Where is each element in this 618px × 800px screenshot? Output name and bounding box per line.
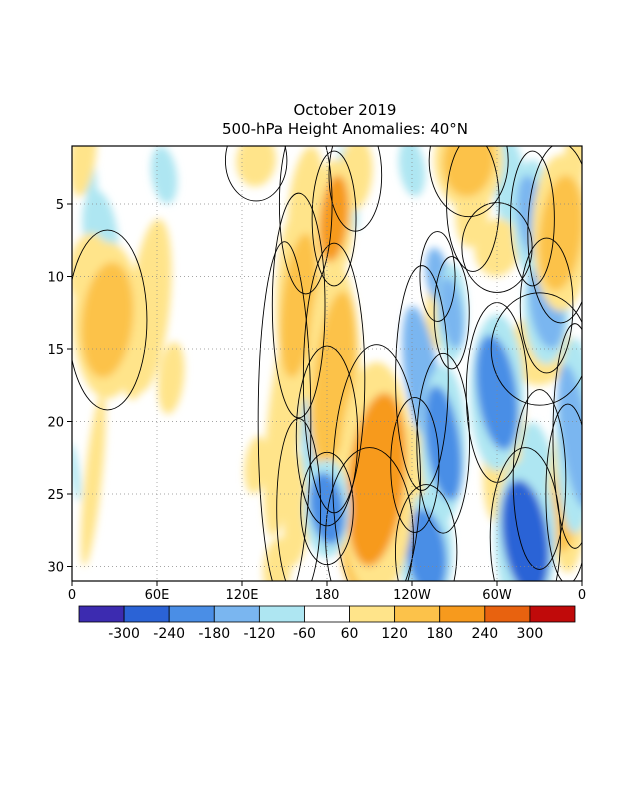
colorbar-swatch [258, 605, 305, 623]
anomaly-cell [475, 334, 519, 451]
x-tick-label: 0 [578, 588, 586, 603]
anomaly-cell [80, 392, 106, 567]
colorbar-label: -180 [198, 626, 230, 642]
zero-contour [276, 418, 322, 581]
zero-contour [325, 447, 414, 581]
anomaly-cell [309, 472, 345, 545]
zero-contour [510, 150, 555, 287]
anomaly-cell [474, 218, 520, 277]
zero-contour [257, 241, 312, 581]
colorbar-swatch [394, 605, 441, 623]
colorbar-label: -300 [108, 626, 140, 642]
zero-contour [419, 231, 456, 322]
colorbar-label: 300 [517, 626, 544, 642]
anomaly-cell [157, 341, 185, 415]
anomaly-cell [227, 518, 251, 571]
y-axis: 5 10 15 20 25 30 [47, 198, 72, 576]
colorbar-label: -240 [153, 626, 185, 642]
x-tick-label: 60W [482, 588, 512, 603]
x-tick-label: 120W [393, 588, 431, 603]
colorbar-swatch [78, 605, 125, 623]
zero-contour [224, 146, 288, 202]
zero-contour [489, 447, 561, 581]
anomaly-cell [557, 364, 582, 508]
zero-contour [545, 403, 582, 581]
zero-contour [527, 146, 582, 324]
colorbar-swatch [168, 605, 215, 623]
colorbar-swatch [349, 605, 396, 623]
anomaly-cell [236, 146, 277, 187]
zero-contour [300, 451, 354, 566]
y-tick-label: 5 [56, 198, 64, 213]
x-tick-label: 0 [68, 588, 76, 603]
colorbar-label: 60 [341, 626, 359, 642]
anomaly-cell [72, 443, 81, 501]
zero-contour [271, 192, 326, 419]
colorbar-swatch [213, 605, 260, 623]
y-tick-label: 10 [47, 271, 64, 286]
y-tick-label: 20 [47, 416, 64, 431]
anomaly-cell [150, 146, 178, 204]
anomaly-cell [443, 146, 495, 197]
zero-contour [519, 237, 574, 374]
anomaly-cell [501, 479, 550, 581]
colorbar-label: 240 [471, 626, 498, 642]
colorbar-label: -120 [243, 626, 275, 642]
colorbar-swatch [304, 605, 350, 623]
zero-contour [446, 146, 500, 272]
anomaly-cell [200, 443, 228, 516]
grid [72, 146, 582, 581]
colorbar-swatch [484, 605, 531, 623]
chart-title: October 2019 [294, 101, 397, 119]
zero-contour [512, 389, 567, 570]
colorbar: -300 -240 -180 -120 -60 60 120 180 240 300 [78, 605, 576, 642]
zero-contour [433, 256, 470, 370]
zero-contour [395, 265, 449, 491]
anomaly-cell [72, 146, 97, 197]
y-tick-label: 25 [47, 488, 64, 503]
anomaly-cell [398, 146, 426, 197]
x-tick-label: 60E [145, 588, 170, 603]
chart-subtitle: 500-hPa Height Anomalies: 40°N [222, 120, 468, 138]
x-tick-label: 180 [315, 588, 340, 603]
colorbar-swatch [439, 605, 486, 623]
zero-contour [328, 146, 383, 232]
zero-contour [332, 344, 421, 581]
zero-contour [552, 323, 582, 549]
colorbar-label: 120 [381, 626, 408, 642]
anomaly-cell [244, 436, 268, 494]
colorbar-label: 180 [426, 626, 453, 642]
zero-contour [490, 292, 582, 406]
colorbar-swatch [529, 605, 576, 623]
zero-contour [72, 229, 148, 411]
zero-contour [394, 484, 458, 581]
zero-contour [416, 352, 470, 534]
zero-contour [311, 150, 357, 287]
zero-contour [428, 146, 509, 218]
x-tick-label: 120E [225, 588, 258, 603]
colorbar-label: -60 [293, 626, 316, 642]
colorbar-swatch [123, 605, 170, 623]
anomaly-cell [538, 175, 582, 291]
y-tick-label: 15 [47, 343, 64, 358]
x-axis: 0 60E 120E 180 120W 60W 0 [68, 581, 586, 603]
anomaly-cell [319, 175, 349, 262]
y-tick-label: 30 [47, 561, 64, 576]
